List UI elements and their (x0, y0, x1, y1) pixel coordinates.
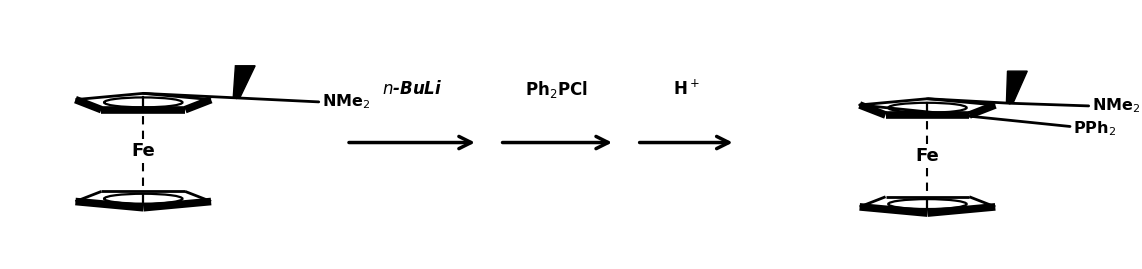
Text: Fe: Fe (916, 147, 940, 165)
Text: $n$-BuLi: $n$-BuLi (381, 80, 442, 98)
Text: Ph$_2$PCl: Ph$_2$PCl (525, 79, 588, 100)
Text: H$^+$: H$^+$ (673, 79, 700, 99)
Text: NMe$_2$: NMe$_2$ (1092, 96, 1140, 115)
Text: PPh$_2$: PPh$_2$ (1073, 120, 1116, 139)
Polygon shape (1006, 71, 1028, 103)
Polygon shape (233, 66, 255, 98)
Text: Fe: Fe (131, 141, 155, 160)
Text: NMe$_2$: NMe$_2$ (322, 92, 370, 111)
